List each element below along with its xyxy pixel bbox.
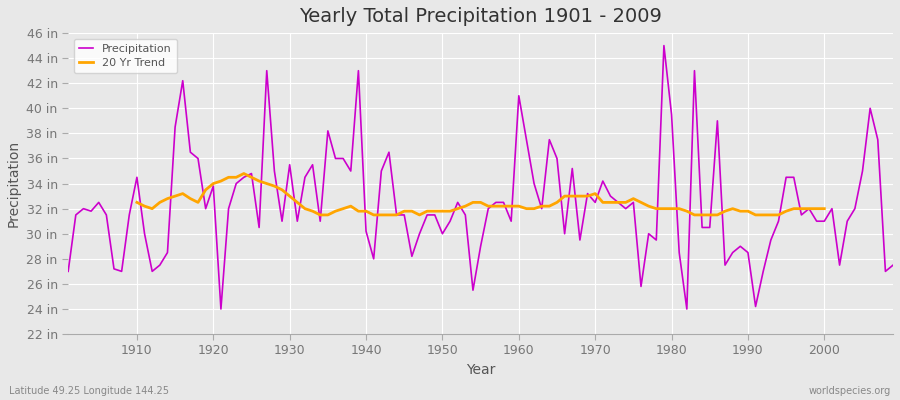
Precipitation	[63, 269, 74, 274]
20 Yr Trend	[238, 171, 249, 176]
20 Yr Trend	[811, 206, 822, 211]
20 Yr Trend	[131, 200, 142, 205]
Precipitation	[887, 263, 898, 268]
20 Yr Trend	[215, 179, 226, 184]
20 Yr Trend	[300, 206, 310, 211]
Precipitation	[613, 200, 624, 205]
Precipitation	[513, 93, 524, 98]
20 Yr Trend	[315, 212, 326, 217]
Precipitation	[215, 306, 226, 311]
Precipitation	[300, 175, 310, 180]
20 Yr Trend	[322, 212, 333, 217]
X-axis label: Year: Year	[466, 363, 495, 377]
20 Yr Trend	[727, 206, 738, 211]
20 Yr Trend	[544, 204, 554, 208]
Title: Yearly Total Precipitation 1901 - 2009: Yearly Total Precipitation 1901 - 2009	[299, 7, 662, 26]
Y-axis label: Precipitation: Precipitation	[7, 140, 21, 227]
Text: Latitude 49.25 Longitude 144.25: Latitude 49.25 Longitude 144.25	[9, 386, 169, 396]
Precipitation	[346, 169, 356, 174]
Legend: Precipitation, 20 Yr Trend: Precipitation, 20 Yr Trend	[74, 39, 176, 73]
Precipitation	[521, 137, 532, 142]
Line: Precipitation: Precipitation	[68, 46, 893, 309]
20 Yr Trend	[819, 206, 830, 211]
Precipitation	[659, 43, 670, 48]
Precipitation	[124, 212, 135, 217]
Line: 20 Yr Trend: 20 Yr Trend	[137, 174, 824, 215]
Text: worldspecies.org: worldspecies.org	[809, 386, 891, 396]
